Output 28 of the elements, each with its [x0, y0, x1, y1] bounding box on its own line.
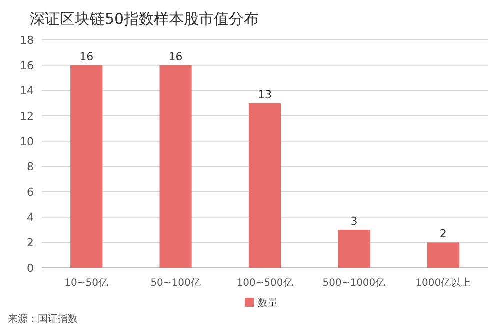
- y-tick-label: 14: [20, 84, 34, 98]
- y-tick-label: 2: [27, 236, 34, 250]
- bar: [427, 242, 460, 268]
- data-label: 16: [168, 50, 183, 64]
- x-tick-label: 500~1000亿: [322, 278, 386, 289]
- data-label: 16: [80, 50, 94, 64]
- y-tick-label: 18: [20, 34, 34, 47]
- x-tick-label: 100~500亿: [236, 278, 294, 289]
- bar: [70, 65, 103, 268]
- source-note: 来源：国证指数: [8, 313, 78, 325]
- y-tick-label: 16: [20, 59, 34, 72]
- x-tick-label: 10~50亿: [64, 278, 109, 289]
- bar: [338, 230, 370, 268]
- bar: [160, 65, 192, 268]
- bar: [248, 103, 282, 268]
- y-tick-label: 12: [20, 110, 34, 123]
- legend-label: 数量: [258, 298, 278, 309]
- data-label: 2: [440, 228, 447, 241]
- chart-title: 深证区块链50指数样本股市值分布: [30, 10, 260, 28]
- data-label: 3: [350, 215, 358, 228]
- y-tick-label: 6: [27, 186, 34, 199]
- x-tick-label: 1000亿以上: [416, 277, 472, 289]
- x-tick-label: 50~100亿: [150, 278, 201, 289]
- y-tick-label: 10: [20, 135, 34, 148]
- y-tick-label: 0: [27, 262, 34, 275]
- data-label: 13: [258, 88, 272, 102]
- y-tick-label: 8: [27, 160, 34, 174]
- y-tick-label: 4: [27, 211, 34, 224]
